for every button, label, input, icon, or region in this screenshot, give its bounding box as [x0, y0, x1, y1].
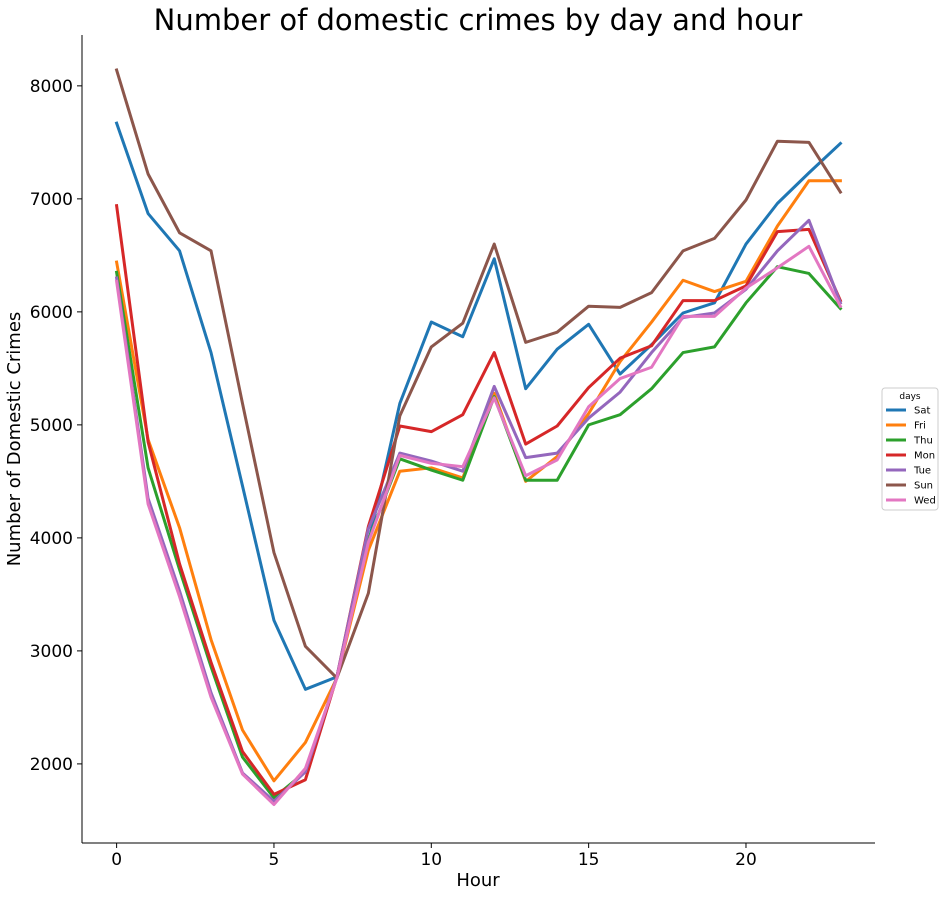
y-tick-label: 7000 — [30, 190, 73, 210]
y-axis-label: Number of Domestic Crimes — [4, 312, 25, 567]
chart-title: Number of domestic crimes by day and hou… — [154, 3, 803, 37]
series-line-sat — [114, 121, 843, 691]
legend-label-tue: Tue — [913, 466, 931, 477]
series-line-thu — [114, 265, 843, 800]
y-tick-label: 4000 — [30, 529, 73, 549]
legend-label-sat: Sat — [914, 406, 930, 417]
x-tick-label: 5 — [269, 850, 280, 870]
series-lines — [114, 68, 843, 807]
series-line-sun — [114, 68, 843, 680]
y-tick-label: 3000 — [30, 642, 73, 662]
legend-label-sun: Sun — [914, 481, 933, 492]
y-tick-label: 8000 — [30, 77, 73, 97]
legend-label-thu: Thu — [913, 436, 933, 447]
x-tick-label: 10 — [420, 850, 442, 870]
y-ticks: 2000 3000 4000 5000 6000 7000 8000 — [30, 77, 82, 775]
x-axis-label: Hour — [456, 870, 500, 891]
x-tick-label: 15 — [578, 850, 600, 870]
legend-label-wed: Wed — [914, 496, 936, 507]
x-tick-label: 20 — [735, 850, 757, 870]
y-tick-label: 2000 — [30, 755, 73, 775]
legend-frame — [881, 387, 939, 511]
y-tick-label: 5000 — [30, 416, 73, 436]
legend-title: days — [899, 392, 921, 402]
series-line-wed — [114, 244, 843, 807]
x-tick-label: 0 — [111, 850, 122, 870]
x-ticks: 0 5 10 15 20 — [111, 843, 757, 870]
axes — [81, 35, 875, 844]
y-tick-label: 6000 — [30, 303, 73, 323]
series-line-tue — [114, 218, 843, 803]
series-line-mon — [114, 203, 843, 796]
legend-label-mon: Mon — [914, 451, 935, 462]
legend: days Sat Fri Thu Mon Tue Sun Wed — [881, 387, 939, 511]
legend-label-fri: Fri — [914, 421, 926, 432]
